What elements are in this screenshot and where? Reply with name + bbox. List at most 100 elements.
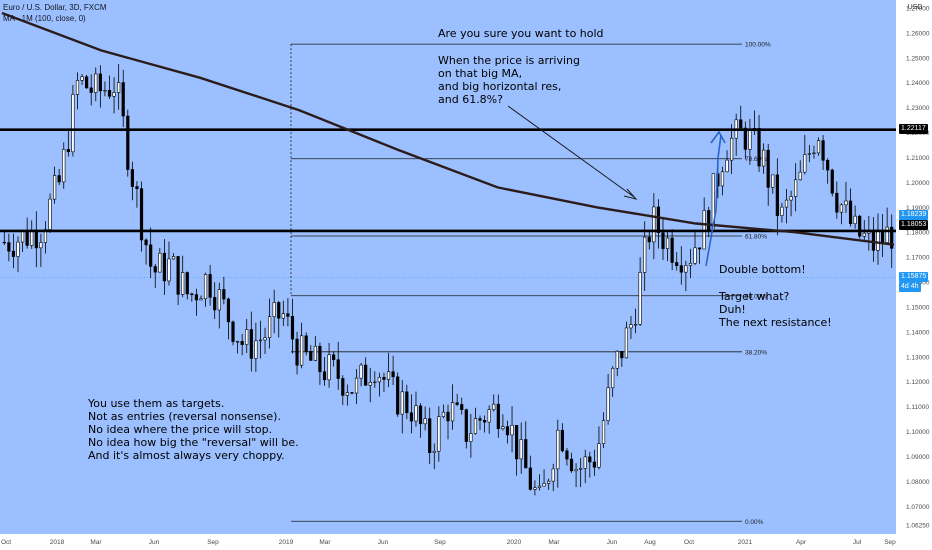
price-tick-label: 1.06250 xyxy=(906,523,930,530)
candle-body xyxy=(176,256,180,295)
time-tick-label: Jun xyxy=(607,539,618,546)
candle-body xyxy=(117,82,121,93)
candle-body xyxy=(322,371,327,381)
candle-body xyxy=(34,229,38,249)
candle-body xyxy=(286,313,290,317)
time-tick-label: Jul xyxy=(853,539,862,546)
candle-body xyxy=(775,174,779,216)
candle-body xyxy=(263,337,267,341)
candle-body xyxy=(39,242,43,249)
candle-body xyxy=(254,340,258,359)
candle-body xyxy=(762,149,766,167)
candle-body xyxy=(98,73,102,92)
price-tick-label: 1.08000 xyxy=(906,479,930,486)
price-tick-label: 1.21000 xyxy=(906,155,930,162)
candle-body xyxy=(432,450,436,453)
candle-body xyxy=(839,204,843,213)
candle-body xyxy=(579,468,583,470)
candle-body xyxy=(821,140,825,161)
candle-body xyxy=(130,169,134,187)
price-tick-label: 1.24000 xyxy=(906,80,930,87)
candle-body xyxy=(748,130,752,150)
time-axis-panel[interactable] xyxy=(0,534,896,550)
candle-body xyxy=(816,140,821,154)
price-tag-current: 1.15875 xyxy=(899,272,929,282)
candle-body xyxy=(208,274,212,298)
fibonacci-retracement[interactable]: 100.00% 78.60% 61.80% 50.00% 38.20% 0.00% xyxy=(290,42,771,526)
candle-body xyxy=(57,175,61,183)
candle-body xyxy=(501,426,505,429)
candle-body xyxy=(450,402,455,422)
double-bottom-arrow xyxy=(705,130,726,267)
annotation-top-question[interactable]: Are you sure you want to hold xyxy=(438,27,604,40)
plot-area[interactable] xyxy=(0,0,896,534)
annotation-targets-note[interactable]: You use them as targets. Not as entries … xyxy=(88,397,299,462)
candle-body xyxy=(71,94,75,153)
annotation-double-bottom[interactable]: Double bottom! xyxy=(719,263,806,276)
price-tag-resistance: 1.22117 xyxy=(899,124,928,134)
price-tick-label: 1.20000 xyxy=(906,180,930,187)
price-tick-label: 1.09000 xyxy=(906,454,930,461)
candle-body xyxy=(400,391,404,415)
candle-body xyxy=(812,152,816,155)
candle-body xyxy=(245,329,249,345)
candle-body xyxy=(277,302,281,319)
price-tag-support: 1.18053 xyxy=(899,220,929,230)
arrow-to-ma xyxy=(507,105,638,200)
candle-body xyxy=(409,412,414,422)
time-tick-label: 2021 xyxy=(738,539,753,546)
annotation-ma-note[interactable]: When the price is arriving on that big M… xyxy=(438,54,580,106)
candle-body xyxy=(418,405,423,425)
candle-body xyxy=(766,149,770,188)
candle-body xyxy=(185,272,189,295)
candle-body xyxy=(405,391,409,414)
indicator-title: MA - 1M (100, close, 0) xyxy=(3,14,86,23)
candle-body xyxy=(30,229,34,246)
candle-body xyxy=(629,324,633,329)
candle-body xyxy=(350,392,354,394)
candle-body xyxy=(592,461,596,468)
candle-body xyxy=(144,239,148,246)
candle-body xyxy=(588,456,592,463)
candle-body xyxy=(515,424,519,460)
candle-body xyxy=(373,381,377,384)
candle-body xyxy=(213,297,217,311)
price-tag-last: 1.18239 xyxy=(899,210,929,220)
candle-body xyxy=(158,252,162,273)
candle-body xyxy=(601,420,606,444)
price-tick-label: 1.23000 xyxy=(906,105,930,112)
candle-body xyxy=(396,376,400,415)
currency-label: USD xyxy=(907,4,923,11)
candle-body xyxy=(423,418,427,425)
candle-body xyxy=(647,236,651,243)
candle-body xyxy=(560,429,564,452)
candle-body xyxy=(377,377,381,383)
candle-body xyxy=(181,272,185,295)
candle-body xyxy=(725,159,729,173)
candle-body xyxy=(171,256,176,260)
candle-body xyxy=(743,127,747,150)
candle-body xyxy=(665,237,670,249)
candle-body xyxy=(235,341,240,343)
candle-body xyxy=(455,402,459,405)
candle-body xyxy=(890,226,894,249)
moving-average-line xyxy=(1,11,895,246)
candle-body xyxy=(794,179,798,197)
candle-body xyxy=(789,196,793,201)
horizontal-levels[interactable] xyxy=(0,128,896,233)
annotation-target[interactable]: Target what? Duh! The next resistance! xyxy=(719,290,832,329)
time-tick-label: Mar xyxy=(319,539,331,546)
candle-body xyxy=(258,339,263,342)
candle-body xyxy=(551,468,555,482)
candle-body xyxy=(885,226,889,243)
candle-body xyxy=(112,92,116,97)
candle-body xyxy=(862,232,866,237)
candle-body xyxy=(313,345,317,361)
candle-body xyxy=(835,192,839,213)
price-tick-label: 1.19000 xyxy=(906,205,930,212)
candle-body xyxy=(126,115,130,170)
candle-body xyxy=(556,429,560,470)
candle-body xyxy=(309,351,313,361)
candle-body xyxy=(853,215,857,225)
